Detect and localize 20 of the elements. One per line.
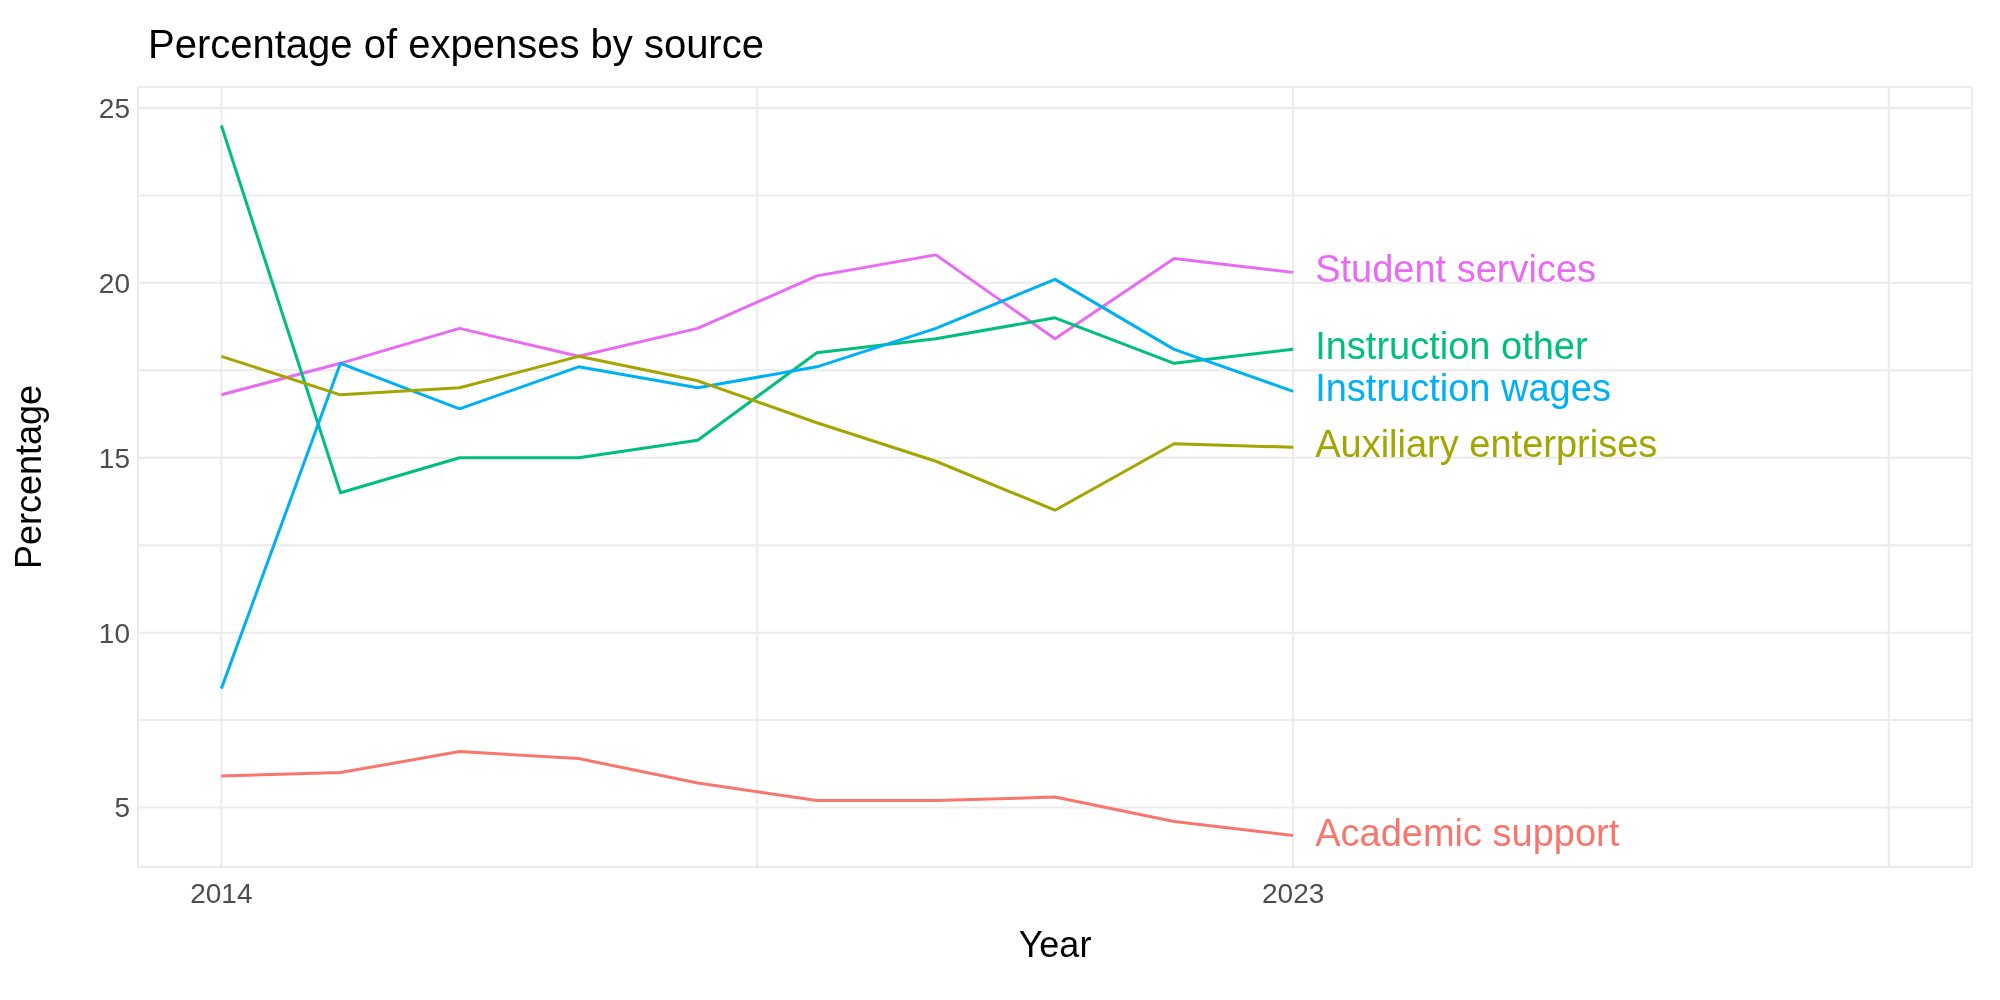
series-label: Instruction other: [1315, 325, 1588, 368]
x-axis-title: Year: [1018, 924, 1092, 965]
y-axis-title: Percentage: [7, 384, 49, 570]
line-series: [219, 750, 1295, 838]
chart-title: Percentage of expenses by source: [147, 21, 765, 67]
y-tick-label: 15: [98, 442, 130, 474]
x-tick-label: 2023: [1262, 877, 1325, 909]
series-label: Instruction wages: [1315, 367, 1611, 410]
series-label: Student services: [1315, 248, 1597, 291]
series-label: Auxiliary enterprises: [1315, 423, 1658, 466]
x-tick-label: 2014: [190, 877, 253, 909]
series-label: Academic support: [1315, 811, 1620, 854]
line-series: [219, 354, 1295, 512]
y-tick-label: 25: [98, 92, 130, 124]
line-series: [219, 277, 1295, 691]
y-tick-label: 10: [98, 617, 130, 649]
y-tick-label: 5: [114, 792, 130, 824]
line-series: [219, 123, 1295, 495]
line-series: [219, 253, 1295, 397]
y-tick-label: 20: [98, 267, 130, 299]
